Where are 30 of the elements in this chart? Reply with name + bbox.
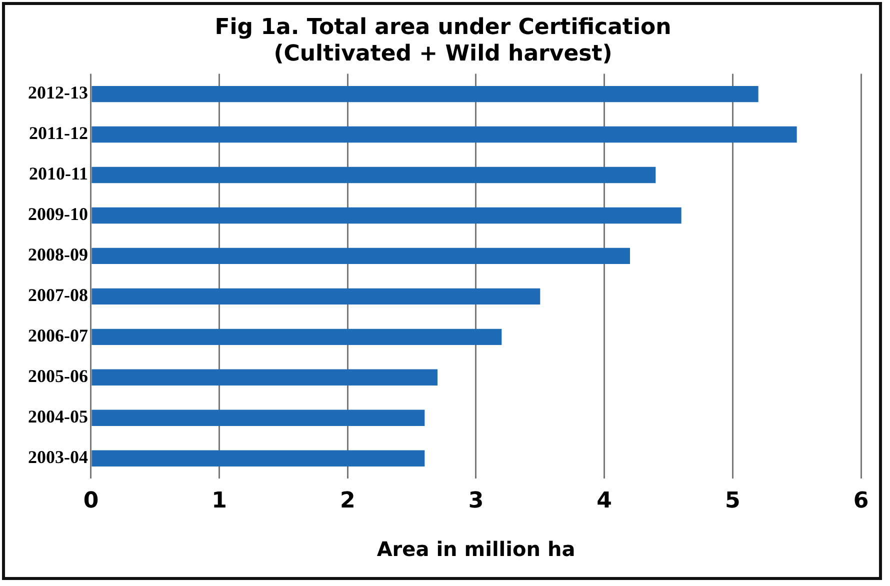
y-tick-label: 2012-13 (28, 82, 88, 103)
y-tick-label: 2005-06 (28, 366, 88, 386)
x-tick-label: 2 (340, 488, 356, 514)
y-tick-label: 2006-07 (28, 326, 88, 346)
bar (92, 328, 502, 346)
x-tick-label: 0 (83, 488, 99, 514)
text: Fig 1a. Total area under Certification (214, 14, 672, 40)
y-tick-label: 2011-12 (28, 123, 88, 144)
x-tick-label: 4 (596, 488, 612, 514)
y-tick-label: 2007-08 (28, 285, 88, 306)
y-tick-label: 2009-10 (28, 204, 88, 224)
bar (92, 207, 682, 224)
y-tick-label: 2010-11 (28, 164, 88, 184)
y-tick-label: 2003-04 (28, 447, 88, 468)
x-tick-label: 1 (212, 488, 227, 514)
x-axis-title: Area in million ha (376, 537, 576, 562)
x-tick-label: 5 (725, 488, 740, 514)
bar (92, 126, 797, 143)
bar (92, 450, 425, 466)
bar (92, 166, 656, 184)
x-tick-label: 6 (853, 488, 869, 514)
text: (Cultivated + Wild harvest) (274, 41, 612, 66)
bar (92, 410, 425, 426)
bar (92, 86, 758, 102)
x-tick-label: 3 (468, 488, 484, 514)
bar (92, 248, 630, 264)
bar (92, 288, 540, 305)
bar (92, 369, 438, 386)
y-tick-label: 2008-09 (28, 244, 88, 265)
y-tick-label: 2004-05 (28, 406, 88, 427)
